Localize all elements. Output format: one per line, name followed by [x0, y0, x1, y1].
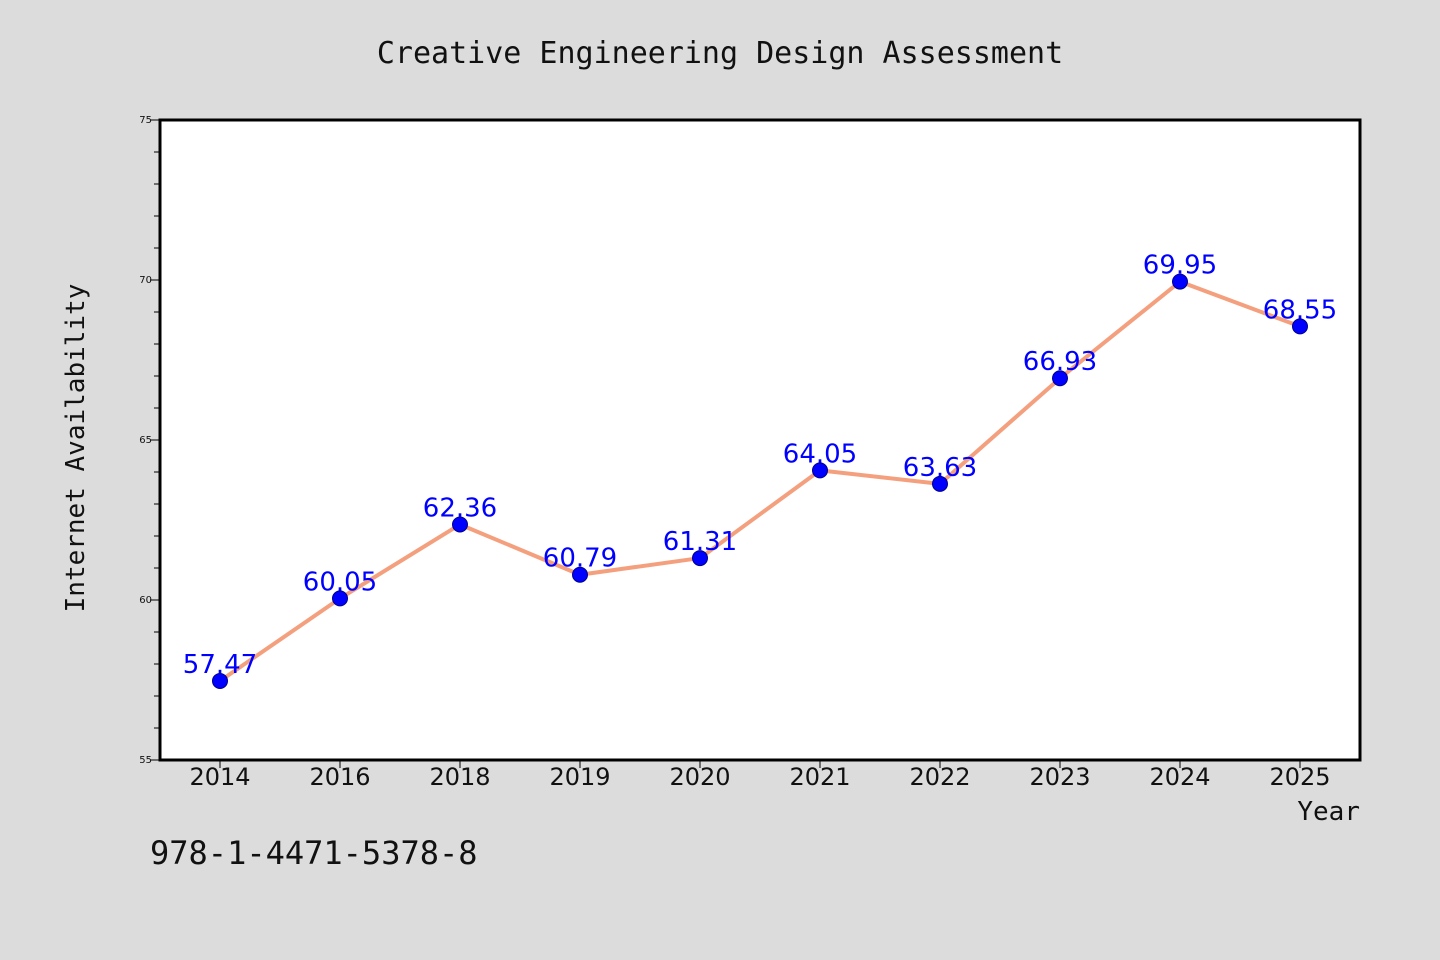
- y-tick-label: 65: [139, 435, 152, 446]
- y-tick-label: 75: [139, 115, 152, 126]
- data-point-marker: [1292, 318, 1308, 335]
- x-tick-label: 2025: [1269, 763, 1330, 791]
- x-tick-label: 2020: [669, 763, 730, 791]
- x-tick-label: 2022: [909, 763, 970, 791]
- data-label: 61.31: [663, 527, 737, 557]
- x-tick-label: 2019: [549, 763, 610, 791]
- y-axis-label: Internet Availability: [61, 284, 91, 613]
- data-label: 60.05: [303, 567, 377, 597]
- x-tick-label: 2016: [309, 763, 370, 791]
- x-tick-label: 2024: [1149, 763, 1210, 791]
- x-tick-label: 2014: [189, 763, 250, 791]
- data-label: 64.05: [783, 439, 857, 469]
- data-point-marker: [1052, 370, 1068, 387]
- series-line: [218, 279, 1301, 683]
- y-axis: 55 60 65 70 75: [139, 115, 160, 766]
- data-point-marker: [932, 475, 948, 492]
- y-tick-label: 70: [139, 275, 152, 286]
- x-axis: 2014 2016 2018 2019 2020 2021 2022 2023 2024 2025: [189, 760, 1331, 791]
- data-label: 69.95: [1143, 251, 1217, 281]
- plot-area: [158, 118, 1362, 762]
- y-tick-label: 55: [139, 755, 152, 766]
- data-point-marker: [1172, 273, 1188, 290]
- data-label: 66.93: [1023, 347, 1097, 377]
- x-tick-label: 2023: [1029, 763, 1090, 791]
- data-label: 57.47: [183, 650, 257, 680]
- data-point-marker: [692, 550, 708, 567]
- data-point-marker: [332, 590, 348, 607]
- y-tick-label: 60: [139, 595, 152, 606]
- data-point-marker: [572, 566, 588, 583]
- footer-code: 978-1-4471-5378-8: [150, 834, 478, 872]
- series-layer: 57.47 60.05 62.36 60.79 61.31 64.05 63.63 66.93…: [183, 251, 1337, 689]
- x-tick-label: 2021: [789, 763, 850, 791]
- x-axis-label: Year: [1297, 797, 1360, 827]
- data-point-marker: [812, 462, 828, 479]
- data-point-marker: [212, 672, 228, 689]
- data-label: 60.79: [543, 544, 617, 574]
- x-tick-label: 2018: [429, 763, 490, 791]
- data-label: 63.63: [903, 453, 977, 483]
- data-label: 62.36: [423, 493, 497, 523]
- data-point-marker: [452, 516, 468, 533]
- chart-title: Creative Engineering Design Assessment: [377, 36, 1063, 71]
- data-label: 68.55: [1263, 295, 1337, 325]
